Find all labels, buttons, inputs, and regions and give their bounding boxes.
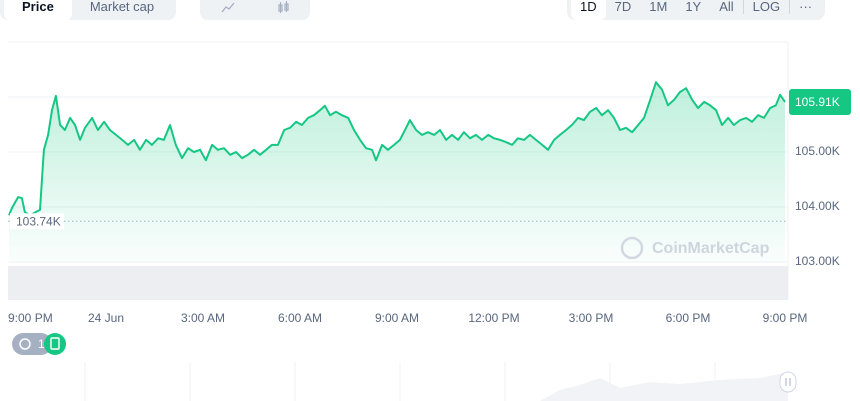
current-price-badge: [789, 88, 851, 115]
candle-icon[interactable]: [278, 1, 289, 13]
note-icon: [50, 337, 60, 350]
note-badge[interactable]: [44, 333, 66, 355]
separator: [742, 0, 744, 14]
tab[interactable]: Market cap: [89, 0, 155, 14]
navigator-handle[interactable]: [779, 371, 797, 393]
separator: [789, 0, 791, 14]
badge[interactable]: [12, 333, 52, 355]
x-tick-label: 6:00 PM: [666, 311, 711, 325]
x-tick-label: 9:00 AM: [375, 311, 419, 325]
badge-count: 1: [38, 337, 45, 351]
y-tick-label: 105.00K: [795, 144, 840, 158]
range-group: 1D 7D 1M 1Y All LOG ···: [567, 0, 826, 20]
watermark: CoinMarketCap: [620, 236, 770, 260]
range-button[interactable]: 1D: [571, 0, 606, 20]
more-button[interactable]: ···: [799, 0, 813, 14]
range-button[interactable]: 7D: [614, 0, 632, 14]
reference-label: 103.74K: [16, 214, 61, 228]
badge-icon: [19, 338, 31, 350]
x-tick-label: 9:00 PM: [8, 311, 53, 325]
x-tick-label: 12:00 PM: [468, 311, 519, 325]
x-tick-label: 24 Jun: [88, 311, 124, 325]
x-tick-label: 3:00 AM: [181, 311, 225, 325]
current-price-label: 105.91K: [795, 95, 840, 109]
range-button[interactable]: All: [719, 0, 734, 14]
y-tick-label: 103.00K: [795, 254, 840, 268]
line-icon[interactable]: [221, 2, 235, 13]
chart-type-icons: [221, 1, 289, 13]
x-tick-label: 3:00 PM: [569, 311, 614, 325]
tab[interactable]: Price: [4, 0, 72, 20]
tab-group: Price Market cap: [0, 0, 177, 20]
range-button[interactable]: 1Y: [685, 0, 702, 14]
x-tick-label: 6:00 AM: [278, 311, 322, 325]
navigator-preview: [540, 372, 788, 401]
watermark-text: CoinMarketCap: [652, 240, 770, 257]
y-tick-label: 104.00K: [795, 199, 840, 213]
x-tick-label: 9:00 PM: [763, 311, 808, 325]
price-line: [8, 81, 786, 217]
volume-bars: [8, 266, 788, 300]
range-button[interactable]: LOG: [752, 0, 781, 14]
area-fill: [9, 82, 785, 262]
reference-label-box: [10, 213, 64, 230]
chart-type-toggle: [200, 0, 310, 20]
range-button[interactable]: 1M: [649, 0, 668, 14]
